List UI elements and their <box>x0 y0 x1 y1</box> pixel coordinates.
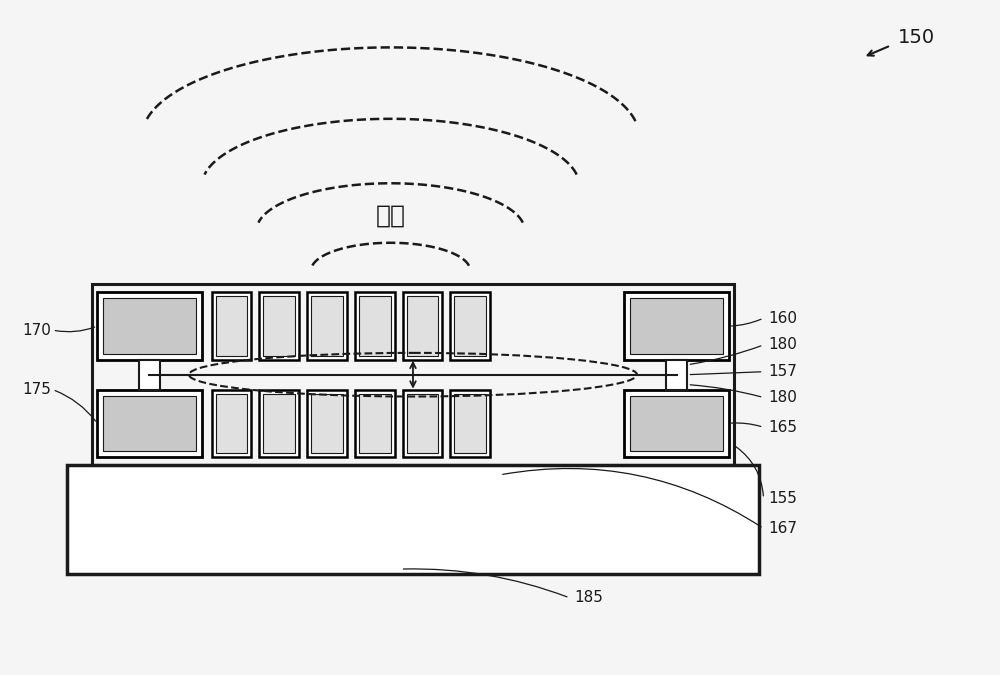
Bar <box>355 292 395 360</box>
Bar <box>630 396 723 451</box>
Bar <box>666 360 687 389</box>
Text: 175: 175 <box>23 382 52 397</box>
Bar <box>307 389 347 457</box>
Text: 160: 160 <box>769 310 798 325</box>
Bar <box>103 298 196 354</box>
Bar <box>259 389 299 457</box>
Bar <box>97 292 202 360</box>
Bar <box>259 292 299 360</box>
Bar <box>454 394 486 453</box>
Text: 165: 165 <box>769 420 798 435</box>
Bar <box>311 394 343 453</box>
Bar <box>307 292 347 360</box>
Bar <box>263 296 295 356</box>
Bar <box>630 298 723 354</box>
Text: 180: 180 <box>769 390 797 405</box>
Text: 155: 155 <box>769 491 797 506</box>
Text: 185: 185 <box>575 591 603 605</box>
Bar <box>355 389 395 457</box>
Text: 声波: 声波 <box>376 204 406 228</box>
Bar <box>403 292 442 360</box>
Bar <box>359 394 391 453</box>
Text: 150: 150 <box>898 28 935 47</box>
Text: 170: 170 <box>23 323 52 338</box>
Bar <box>92 284 734 465</box>
Bar <box>450 389 490 457</box>
Text: 180: 180 <box>769 338 797 352</box>
Bar <box>263 394 295 453</box>
Bar <box>216 394 247 453</box>
Bar <box>359 296 391 356</box>
Bar <box>407 394 438 453</box>
Bar <box>67 465 759 574</box>
Bar <box>311 296 343 356</box>
Bar <box>212 292 251 360</box>
Bar <box>139 360 160 389</box>
Bar <box>407 296 438 356</box>
Bar <box>624 389 729 457</box>
Bar <box>97 389 202 457</box>
Text: 167: 167 <box>769 521 798 536</box>
Bar <box>454 296 486 356</box>
Bar <box>450 292 490 360</box>
Bar <box>103 396 196 451</box>
Bar <box>216 296 247 356</box>
Text: 157: 157 <box>769 364 797 379</box>
Bar <box>403 389 442 457</box>
Bar <box>212 389 251 457</box>
Bar <box>624 292 729 360</box>
